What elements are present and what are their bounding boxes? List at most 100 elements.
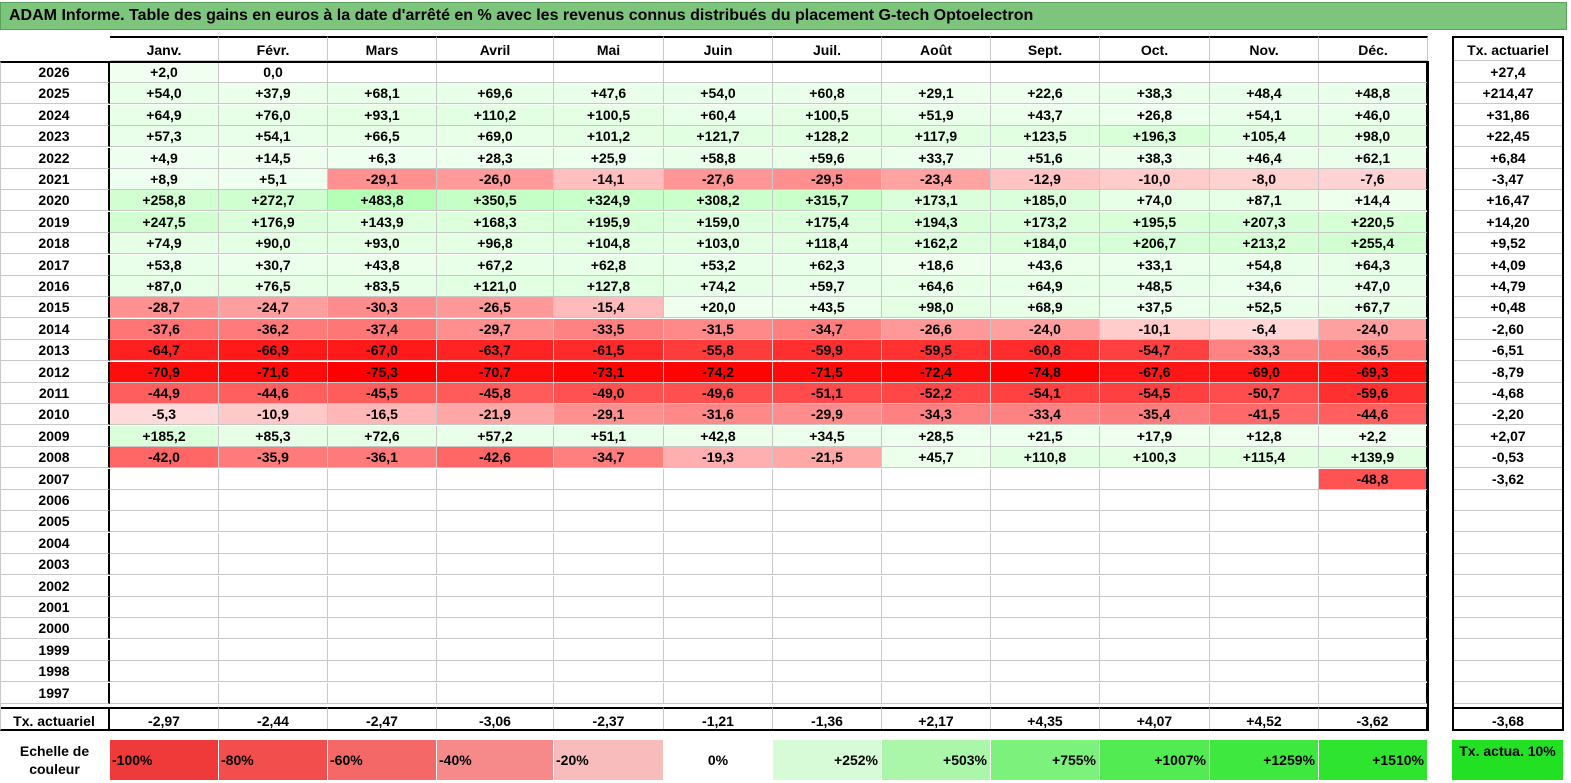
color-scale-swatch: +1007% — [1100, 740, 1210, 780]
value-cell: +62,3 — [773, 254, 882, 276]
value-cell — [219, 597, 328, 618]
value-cell: +22,6 — [991, 83, 1100, 105]
value-cell: -29,5 — [773, 169, 882, 190]
value-cell — [554, 62, 664, 83]
tx-actuariel-cell: +27,4 — [1452, 62, 1564, 83]
value-cell — [437, 490, 554, 511]
value-cell: -64,7 — [110, 340, 219, 362]
value-cell: -35,9 — [219, 447, 328, 469]
value-cell: +62,8 — [554, 254, 664, 276]
tx-actuariel-cell: -3,47 — [1452, 169, 1564, 190]
tx-actuariel-cell: -2,60 — [1452, 318, 1564, 340]
value-cell: +34,5 — [773, 425, 882, 447]
value-cell: +85,3 — [219, 425, 328, 447]
footer-value: -2,47 — [328, 707, 437, 731]
year-label: 2013 — [0, 340, 110, 362]
value-cell — [991, 490, 1100, 511]
year-label: 2016 — [0, 276, 110, 297]
value-cell: -52,2 — [882, 383, 991, 404]
value-cell: +196,3 — [1100, 126, 1210, 148]
year-label: 2004 — [0, 532, 110, 554]
value-cell — [773, 682, 882, 704]
tx-actuariel-cell: +4,09 — [1452, 254, 1564, 276]
tx-actuariel-cell — [1452, 575, 1564, 597]
value-cell: +14,4 — [1319, 190, 1428, 212]
value-cell: +68,9 — [991, 297, 1100, 319]
value-cell — [328, 62, 437, 83]
value-cell: +69,0 — [437, 126, 554, 148]
value-cell: -29,9 — [773, 404, 882, 426]
value-cell — [773, 490, 882, 511]
value-cell: +48,4 — [1210, 83, 1319, 105]
value-cell: +76,5 — [219, 276, 328, 297]
value-cell — [219, 661, 328, 683]
value-cell — [991, 532, 1100, 554]
year-label: 2017 — [0, 254, 110, 276]
value-cell — [1319, 575, 1428, 597]
value-cell: -5,3 — [110, 404, 219, 426]
value-cell: +258,8 — [110, 190, 219, 212]
value-cell: +308,2 — [664, 190, 773, 212]
value-cell — [219, 639, 328, 661]
tx-actuariel-cell: -8,79 — [1452, 361, 1564, 383]
value-cell — [991, 682, 1100, 704]
year-label: 2026 — [0, 62, 110, 83]
value-cell — [1210, 661, 1319, 683]
value-cell — [219, 511, 328, 533]
month-header: Juin — [664, 36, 773, 61]
footer-value: -2,37 — [554, 707, 664, 731]
color-scale-swatch: +1259% — [1210, 740, 1319, 780]
value-cell: -7,6 — [1319, 169, 1428, 190]
value-cell — [554, 511, 664, 533]
value-cell: +103,0 — [664, 233, 773, 255]
value-cell: +34,6 — [1210, 276, 1319, 297]
value-cell: +43,5 — [773, 297, 882, 319]
value-cell — [773, 597, 882, 618]
tx-actuariel-cell — [1452, 661, 1564, 683]
value-cell: -61,5 — [554, 340, 664, 362]
value-cell — [1319, 682, 1428, 704]
month-header: Août — [882, 36, 991, 61]
value-cell: -70,9 — [110, 361, 219, 383]
value-cell: +58,8 — [664, 147, 773, 169]
value-cell: +42,8 — [664, 425, 773, 447]
value-cell: +14,5 — [219, 147, 328, 169]
value-cell: -74,8 — [991, 361, 1100, 383]
value-cell: +118,4 — [773, 233, 882, 255]
value-cell — [773, 575, 882, 597]
value-cell: -67,0 — [328, 340, 437, 362]
value-cell: +69,6 — [437, 83, 554, 105]
year-label: 2019 — [0, 211, 110, 233]
color-scale-label: Echelle de couleur — [0, 740, 110, 780]
value-cell: +175,4 — [773, 211, 882, 233]
value-cell — [554, 661, 664, 683]
value-cell — [773, 661, 882, 683]
value-cell: -54,7 — [1100, 340, 1210, 362]
value-cell — [882, 618, 991, 640]
month-header: Févr. — [219, 36, 328, 61]
value-cell — [882, 661, 991, 683]
tx-actuariel-cell — [1452, 597, 1564, 618]
value-cell — [664, 639, 773, 661]
value-cell: +25,9 — [554, 147, 664, 169]
value-cell: +2,0 — [110, 62, 219, 83]
color-scale-swatch: +1510% — [1319, 740, 1428, 780]
value-cell: -49,0 — [554, 383, 664, 404]
value-cell — [882, 682, 991, 704]
value-cell: -41,5 — [1210, 404, 1319, 426]
value-cell — [328, 682, 437, 704]
value-cell: +159,0 — [664, 211, 773, 233]
value-cell: -74,2 — [664, 361, 773, 383]
value-cell: +28,5 — [882, 425, 991, 447]
footer-value: +4,35 — [991, 707, 1100, 731]
value-cell: -29,1 — [328, 169, 437, 190]
value-cell: +110,2 — [437, 104, 554, 126]
value-cell: -54,1 — [991, 383, 1100, 404]
value-cell — [1100, 639, 1210, 661]
footer-value: +4,52 — [1210, 707, 1319, 731]
value-cell: +255,4 — [1319, 233, 1428, 255]
value-cell — [1319, 597, 1428, 618]
value-cell — [328, 661, 437, 683]
value-cell — [773, 532, 882, 554]
value-cell — [991, 661, 1100, 683]
